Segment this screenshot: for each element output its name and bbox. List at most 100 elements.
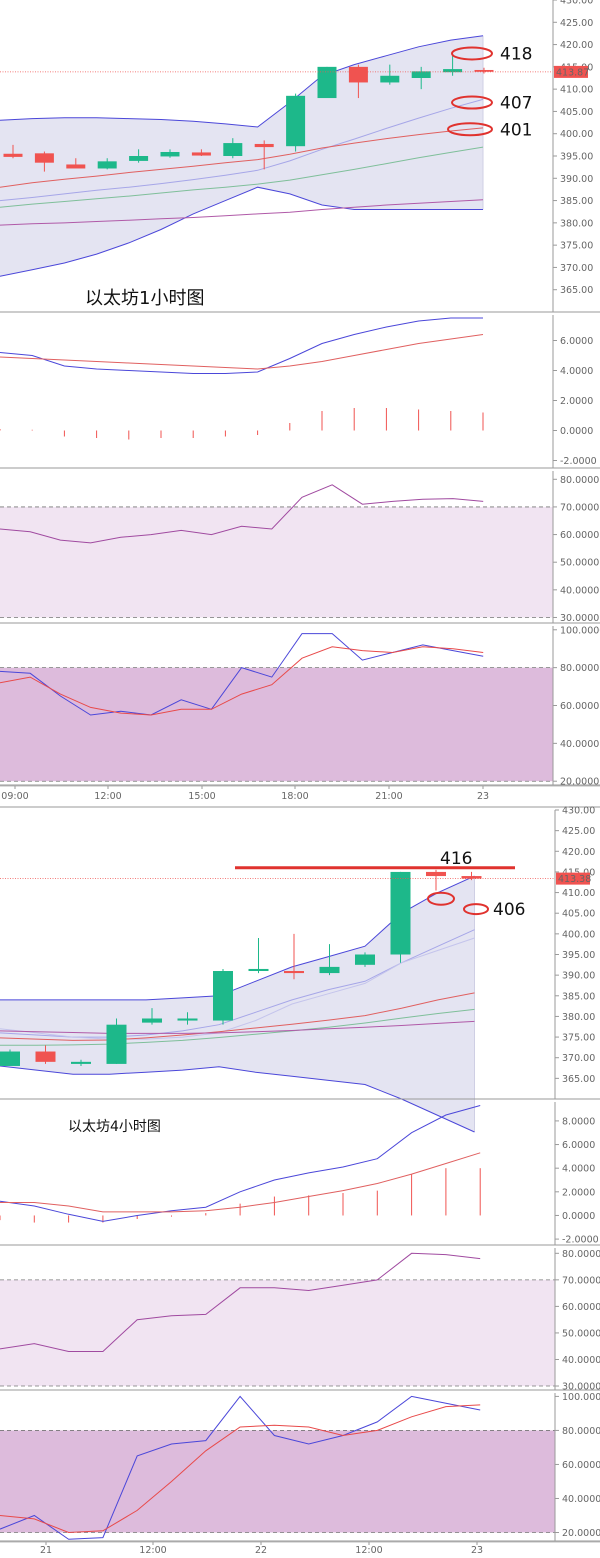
rsi-line — [0, 1252, 481, 1352]
rsi-panel: 30.0000 40.0000 50.0000 60.0000 70.0000 80.00… — [0, 1248, 600, 1393]
axis-tick-label: 390.00 — [560, 174, 593, 185]
axis-tick-label: 410.00 — [560, 85, 593, 96]
axis-tick-label: 80.0000 — [562, 1249, 600, 1260]
kdj-k-line — [0, 1395, 481, 1540]
candle-up — [177, 1018, 198, 1021]
candle-up — [317, 66, 337, 99]
candle-up — [142, 1018, 162, 1023]
axis-tick-label: 4.0000 — [562, 1164, 595, 1175]
annotation-label: 401 — [500, 120, 532, 140]
ma-green — [0, 146, 484, 208]
axis-tick-label: 370.00 — [560, 263, 593, 274]
time-tick-label: 12:00 — [355, 1545, 382, 1556]
macd-dea-line — [0, 334, 484, 370]
candle-up — [390, 871, 411, 955]
axis-tick-label: 385.00 — [560, 196, 593, 207]
time-tick-label: 22 — [255, 1545, 267, 1556]
candle-down — [34, 153, 54, 163]
axis-tick-label: 425.00 — [560, 18, 593, 29]
ma-green — [0, 1008, 475, 1046]
axis-tick-label: 2.0000 — [562, 1187, 595, 1198]
candle-up — [223, 143, 243, 156]
axis-tick-label: 365.00 — [562, 1074, 595, 1085]
axis-tick-label: 40.0000 — [560, 739, 599, 750]
bollinger-fill — [0, 876, 475, 1132]
axis-tick-label: 0.0000 — [560, 426, 593, 437]
axis-tick-label: 380.00 — [562, 1012, 595, 1023]
axis-tick-label: 395.00 — [562, 950, 595, 961]
axis-tick-label: 60.0000 — [560, 530, 599, 541]
axis-tick-label: 60.0000 — [562, 1302, 600, 1313]
axis-tick-label: 430.00 — [562, 806, 595, 817]
candle-up — [411, 71, 431, 78]
axis-tick-label: 70.0000 — [562, 1275, 600, 1286]
price-panel: 365.00 370.00 375.00 380.00 385.00 390.00 395.… — [0, 806, 600, 1133]
axis-tick-label: 390.00 — [562, 971, 595, 982]
candle-up — [0, 1051, 20, 1066]
candle-up — [106, 1024, 127, 1064]
axis-tick-label: 0.0000 — [562, 1211, 595, 1222]
annotation-label: 406 — [493, 900, 525, 920]
axis-tick-label: 80.0000 — [560, 475, 599, 486]
candle-up — [71, 1061, 91, 1064]
candle-up — [319, 966, 340, 974]
rsi-line — [0, 484, 484, 544]
axis-tick-label: 410.00 — [562, 888, 595, 899]
candle-down — [254, 143, 274, 148]
candle-up — [213, 971, 233, 1021]
candle-down — [348, 66, 368, 83]
kdj-panel: 20.0000 40.0000 60.0000 80.0000 100.0000 — [0, 625, 600, 788]
candle-down — [35, 1051, 56, 1062]
axis-tick-label: 420.00 — [560, 40, 593, 51]
candle-up — [380, 75, 400, 83]
macd-panel: -2.0000 0.0000 2.0000 4.0000 6.0000 — [0, 315, 600, 469]
annotation-label: 418 — [500, 44, 532, 64]
candle-up — [355, 954, 375, 965]
price-panel: 365.00 370.00 375.00 380.00 385.00 390.00 395.… — [0, 0, 600, 313]
axis-tick-label: -2.0000 — [560, 456, 597, 467]
axis-tick-label: 430.00 — [560, 0, 593, 7]
kdj-k-line — [0, 633, 484, 716]
chart-1h: 365.00 370.00 375.00 380.00 385.00 390.00 395.… — [0, 0, 600, 808]
ma-light — [0, 937, 475, 1040]
ma-purple — [0, 1020, 475, 1034]
macd-dif-line — [0, 1105, 481, 1222]
rsi-zone — [0, 506, 553, 618]
annotation-ellipse — [447, 122, 493, 137]
axis-tick-label: 375.00 — [560, 241, 593, 252]
axis-tick-label: 405.00 — [562, 909, 595, 920]
axis-tick-label: 395.00 — [560, 152, 593, 163]
candle-up — [97, 161, 117, 169]
time-tick-label: 18:00 — [281, 791, 308, 802]
kdj-zone — [0, 667, 553, 782]
candle-up — [160, 151, 180, 157]
axis-tick-label: 370.00 — [562, 1053, 595, 1064]
last-price-label: 413.87 — [556, 67, 589, 78]
axis-tick-label: 30.0000 — [562, 1382, 600, 1393]
time-tick-label: 23 — [471, 1545, 483, 1556]
rsi-panel: 30.0000 40.0000 50.0000 60.0000 70.0000 80.00… — [0, 471, 600, 624]
axis-tick-label: 6.0000 — [562, 1140, 595, 1151]
bollinger-lower — [0, 1065, 475, 1133]
chart-4h: 365.00 370.00 375.00 380.00 385.00 390.00 395.… — [0, 806, 600, 1556]
macd-dif-line — [0, 317, 483, 374]
rsi-zone — [0, 1279, 555, 1387]
axis-tick-label: 100.0000 — [562, 1392, 600, 1403]
time-tick-label: 12:00 — [139, 1545, 166, 1556]
time-axis: 09:00 12:00 15:00 18:00 21:00 23 — [0, 785, 600, 808]
last-price-label: 413.38 — [558, 874, 591, 885]
candle-up — [129, 156, 149, 161]
axis-tick-label: 20.0000 — [562, 1528, 600, 1539]
axis-tick-label: 20.0000 — [560, 777, 599, 788]
axis-tick-label: 80.0000 — [560, 663, 599, 674]
axis-tick-label: 380.00 — [560, 218, 593, 229]
axis-tick-label: 4.0000 — [560, 366, 593, 377]
candle-down — [3, 153, 23, 157]
axis-tick-label: 375.00 — [562, 1033, 595, 1044]
last-price-tag — [554, 65, 588, 78]
candle-up — [248, 968, 269, 972]
candle-down — [461, 876, 482, 879]
ma-red — [0, 127, 484, 188]
time-tick-label: 21:00 — [375, 791, 402, 802]
